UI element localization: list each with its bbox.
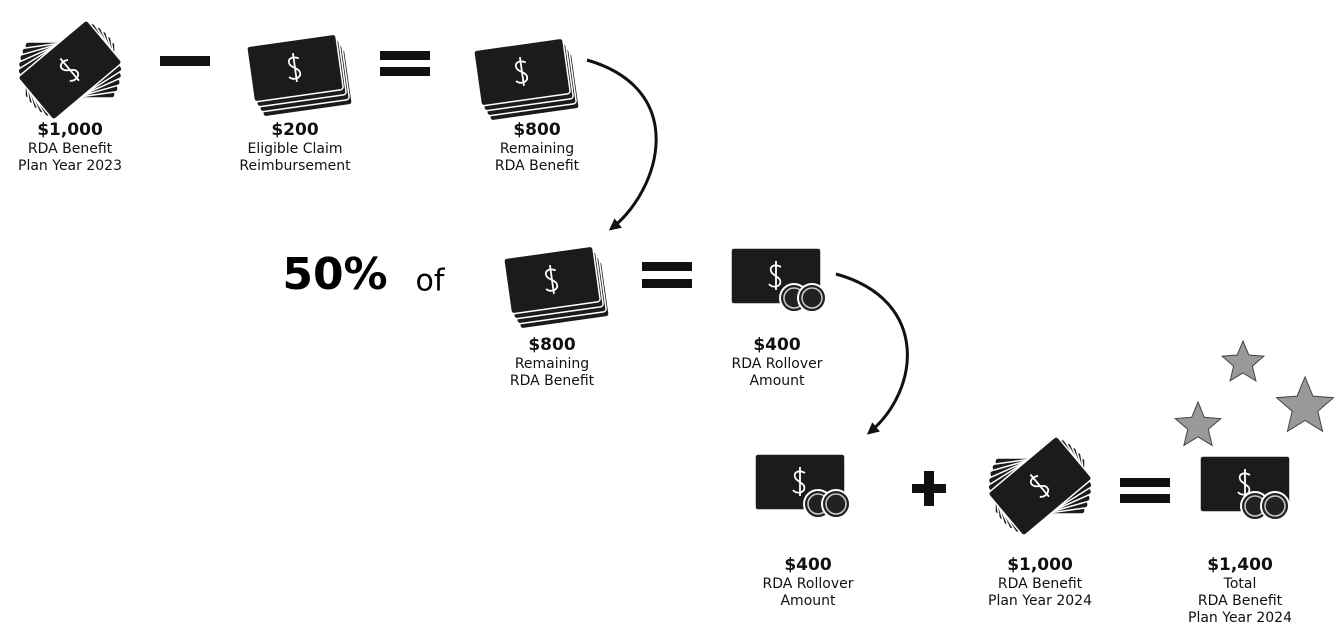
money-icon [504, 246, 610, 329]
star [1222, 341, 1264, 381]
money-icon [731, 248, 826, 312]
money-icon [474, 38, 580, 121]
label-line: Reimbursement [239, 158, 351, 174]
label-line: Total [1223, 576, 1257, 592]
amount: $400 [784, 555, 831, 575]
icons [17, 20, 1333, 537]
amount: $1,400 [1207, 555, 1273, 575]
equals-top [642, 262, 692, 271]
amount: $800 [513, 120, 560, 140]
label-line: RDA Benefit [495, 158, 580, 174]
percent: 50% [282, 249, 387, 300]
of-word: of [416, 264, 446, 299]
stack-layer [504, 246, 601, 314]
label-line: Amount [780, 593, 836, 609]
money-icon [1200, 456, 1290, 520]
label-line: Remaining [500, 141, 574, 157]
star [1277, 377, 1334, 431]
card [504, 246, 601, 314]
diagram: 50% of $1,000RDA BenefitPlan Year 2023$2… [0, 0, 1339, 640]
stack-layer [474, 38, 571, 106]
card [247, 34, 344, 102]
equals-top [380, 51, 430, 60]
label-line: Plan Year 2024 [988, 593, 1092, 609]
equals-bottom [380, 67, 430, 76]
arrow [587, 60, 656, 228]
label-line: Remaining [515, 356, 589, 372]
money-icon [247, 34, 353, 117]
money-icon [17, 20, 123, 121]
money-icon [755, 454, 850, 518]
label-line: Eligible Claim [247, 141, 342, 157]
stack-layer [247, 34, 344, 102]
label-line: RDA Rollover [732, 356, 823, 372]
minus [160, 56, 210, 66]
label-line: Amount [749, 373, 805, 389]
label-line: RDA Benefit [998, 576, 1083, 592]
label-line: Plan Year 2023 [18, 158, 122, 174]
equals-bottom [642, 279, 692, 288]
star [1175, 402, 1221, 445]
label-line: RDA Rollover [763, 576, 854, 592]
money-icon [987, 436, 1093, 537]
equals-bottom [1120, 494, 1170, 503]
label-line: RDA Benefit [510, 373, 595, 389]
amount: $1,000 [37, 120, 103, 140]
label-line: RDA Benefit [28, 141, 113, 157]
label-line: RDA Benefit [1198, 593, 1283, 609]
plus-v [924, 471, 934, 506]
amount: $1,000 [1007, 555, 1073, 575]
amount: $200 [271, 120, 318, 140]
arrow [836, 274, 907, 432]
equals-top [1120, 478, 1170, 487]
amount: $800 [528, 335, 575, 355]
label-line: Plan Year 2024 [1188, 610, 1292, 626]
amount: $400 [753, 335, 800, 355]
card [474, 38, 571, 106]
